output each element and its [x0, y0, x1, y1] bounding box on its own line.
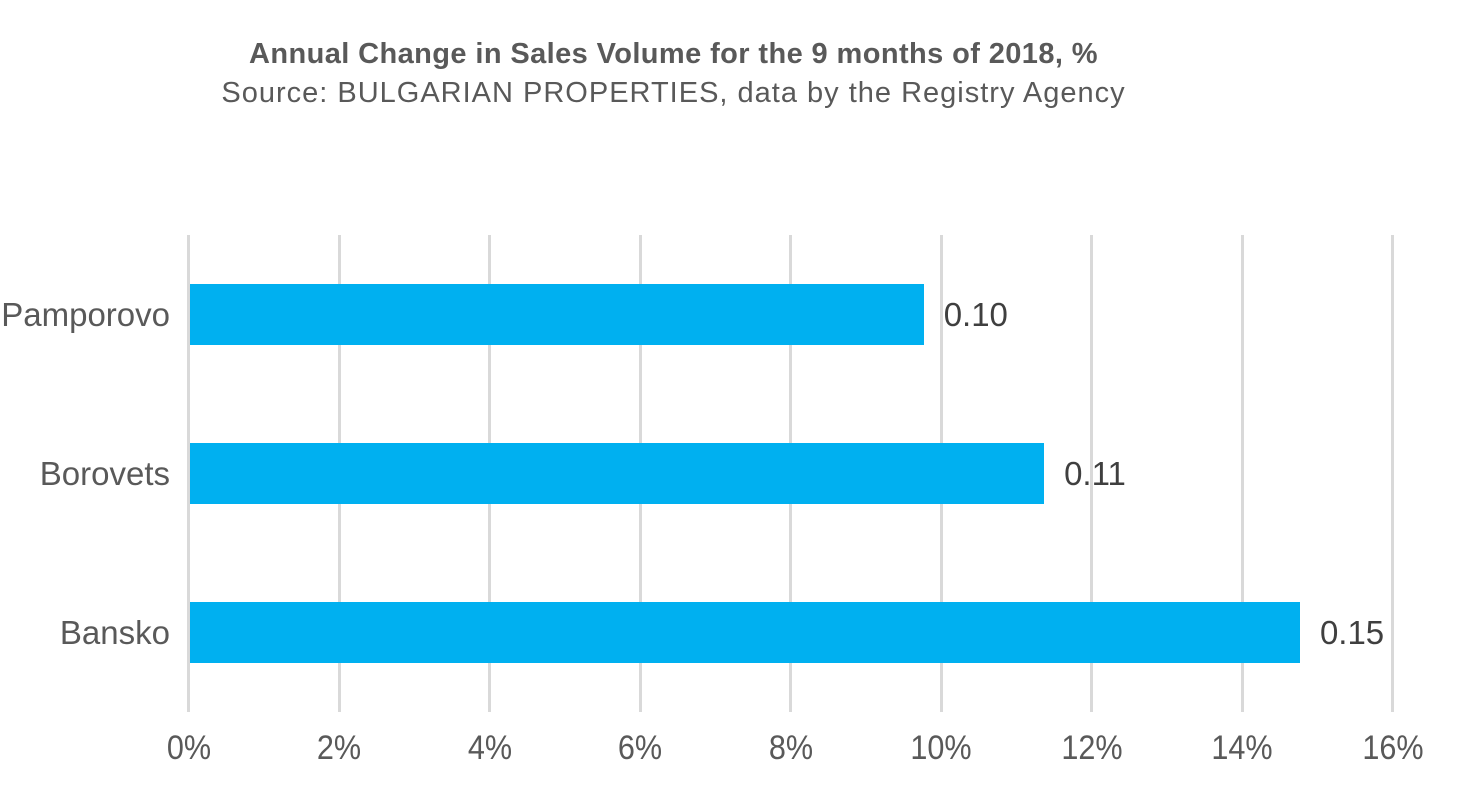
x-axis-tick-label: 2% [316, 729, 362, 767]
x-axis-tick-label: 14% [1211, 729, 1273, 767]
x-axis-tick-label: 16% [1361, 729, 1424, 767]
x-axis-tick-label: 10% [910, 729, 972, 767]
chart-subtitle: Source: BULGARIAN PROPERTIES, data by th… [221, 77, 1126, 109]
bar-value-label: 0.11 [1064, 454, 1126, 492]
bar [190, 602, 1300, 663]
bar [190, 443, 1045, 504]
chart-header: Annual Change in Sales Volume for the 9 … [0, 34, 1347, 112]
gridline [1240, 235, 1244, 712]
x-axis-tick-label: 0% [166, 729, 211, 767]
bar [190, 284, 924, 345]
category-label: Pamporovo [1, 295, 170, 333]
x-axis-tick-label: 8% [768, 729, 813, 767]
x-axis-tick-label: 6% [617, 729, 663, 767]
gridline [187, 235, 190, 712]
category-label: Bansko [59, 613, 170, 651]
chart-title: Annual Change in Sales Volume for the 9 … [249, 38, 1098, 70]
x-axis-tick-label: 4% [467, 729, 512, 767]
gridline [1090, 235, 1093, 712]
bar-value-label: 0.15 [1319, 613, 1385, 651]
x-axis-tick-label: 12% [1060, 729, 1123, 767]
gridline [1391, 235, 1394, 712]
category-label: Borovets [39, 454, 170, 492]
bar-value-label: 0.10 [943, 295, 1008, 333]
